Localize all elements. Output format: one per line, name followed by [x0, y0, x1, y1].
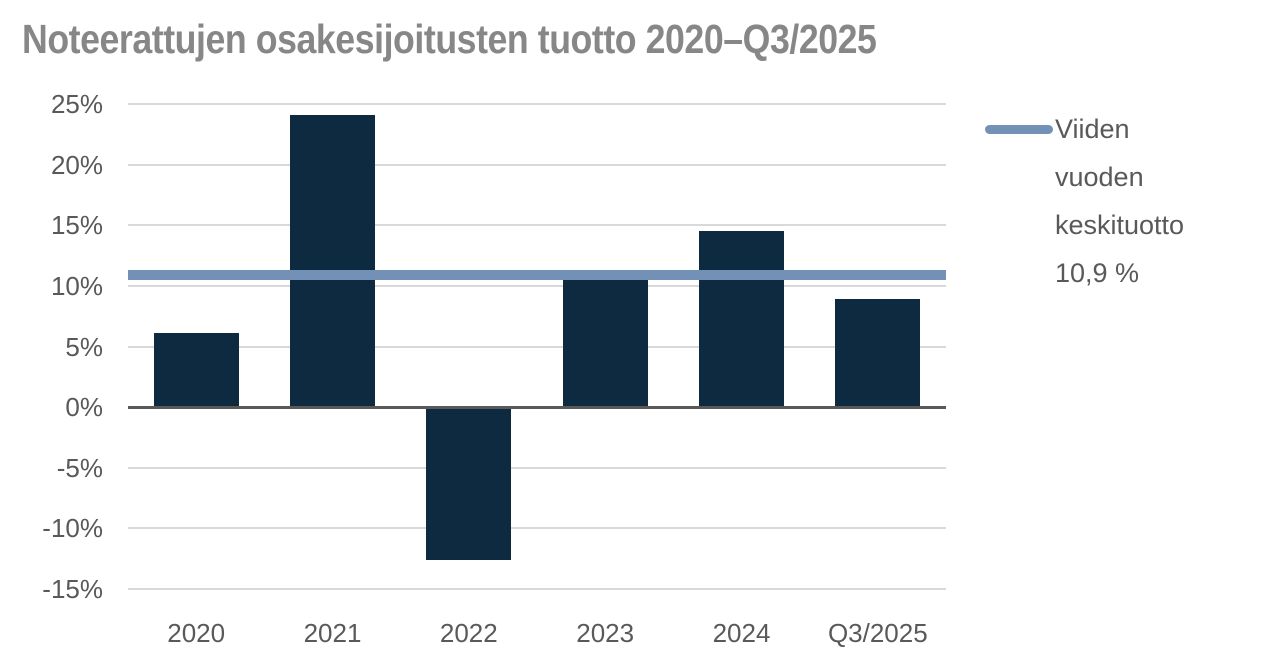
bar-Q3/2025 [835, 299, 921, 408]
bar-2020 [153, 333, 239, 408]
bar-2023 [562, 272, 648, 408]
x-tick-label: 2024 [712, 618, 771, 648]
legend-label: Viiden vuoden keskituotto 10,9 % [1055, 114, 1185, 288]
y-tick-label: 0% [65, 392, 103, 423]
x-tick-label: 2022 [439, 618, 498, 648]
x-tick-label: 2020 [167, 618, 226, 648]
y-tick-label: 20% [50, 149, 103, 180]
bar-2021 [290, 114, 375, 408]
gridline [128, 103, 946, 105]
zero-axis-line [128, 405, 946, 409]
x-tick-label: 2023 [576, 618, 635, 648]
bar-2022 [426, 407, 512, 560]
x-tick-label: 2021 [303, 618, 362, 648]
x-tick-label: Q3/2025 [827, 618, 928, 648]
legend-line-swatch-icon [985, 125, 1053, 134]
gridline [128, 345, 946, 348]
gridline [128, 224, 946, 227]
y-tick-label: 5% [65, 331, 103, 362]
gridline [128, 163, 946, 166]
y-tick-label: -15% [42, 574, 103, 604]
y-tick-label: -10% [42, 513, 103, 544]
gridline [128, 588, 946, 590]
y-tick-label: 25% [50, 89, 103, 119]
plot-area [128, 103, 946, 590]
average-line [128, 269, 946, 280]
gridline [128, 466, 946, 469]
y-tick-label: 15% [50, 210, 103, 241]
chart-title: Noteerattujen osakesijoitusten tuotto 20… [22, 16, 877, 62]
y-tick-label: -5% [56, 452, 103, 483]
gridline [128, 527, 946, 530]
bar-2024 [699, 231, 784, 408]
y-tick-label: 10% [50, 270, 103, 301]
gridline [128, 284, 946, 287]
